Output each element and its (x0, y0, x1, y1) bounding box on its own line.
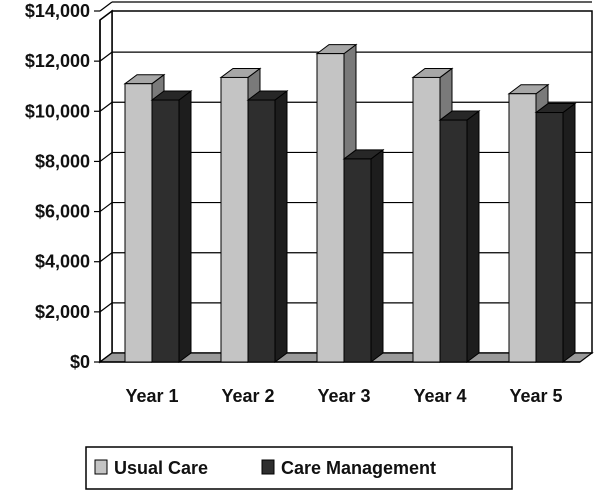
x-axis-ticks: Year 1 Year 2 Year 3 Year 4 Year 5 (125, 386, 562, 406)
legend-label-usual-care: Usual Care (114, 458, 208, 478)
bars (123, 43, 577, 363)
x-tick-label-year-3: Year 3 (317, 386, 370, 406)
y-tick-label-10000: $10,000 (25, 101, 90, 121)
bar-usual-care-year-2 (220, 76, 249, 363)
bar-care-management-year-1 (151, 99, 180, 363)
bar-care-management-year-1-side (178, 90, 192, 363)
gridline-side-14000 (99, 1, 113, 12)
y-tick-label-14000: $14,000 (25, 1, 90, 21)
x-tick-label-year-1: Year 1 (125, 386, 178, 406)
bar-usual-care-year-5 (508, 93, 537, 363)
gridline-side-10000 (99, 101, 113, 112)
legend-box (85, 446, 513, 490)
y-axis-ticks: $0 $2,000 $4,000 $6,000 $8,000 $10,000 $12,000… (25, 1, 100, 372)
legend-label-care-management: Care Management (281, 458, 436, 478)
bar-care-management-year-4 (439, 119, 468, 363)
bar-care-management-year-3 (343, 158, 372, 363)
plot-side-wall (99, 9, 113, 364)
x-tick-label-year-4: Year 4 (413, 386, 466, 406)
bar-usual-care-year-4 (412, 76, 441, 363)
x-tick-label-year-2: Year 2 (221, 386, 274, 406)
y-tick-label-4000: $4,000 (35, 252, 90, 272)
y-tick-label-12000: $12,000 (25, 51, 90, 71)
y-tick-label-6000: $6,000 (35, 202, 90, 222)
bar-usual-care-year-1 (124, 83, 153, 363)
gridline-side-8000 (99, 151, 113, 162)
legend-swatch-care-management (261, 459, 275, 475)
bar-care-management-year-4-side (466, 110, 480, 363)
bar-care-management-year-2-side (274, 90, 288, 363)
y-tick-label-2000: $2,000 (35, 302, 90, 322)
bar-care-management-year-5 (535, 112, 564, 363)
x-tick-label-year-5: Year 5 (509, 386, 562, 406)
bar-care-management-year-2 (247, 99, 276, 363)
y-tick-label-8000: $8,000 (35, 151, 90, 171)
y-tick-label-0: $0 (70, 352, 90, 372)
gridline-side-4000 (99, 252, 113, 263)
gridline-side-2000 (99, 302, 113, 313)
legend: Usual Care Care Management (85, 446, 513, 490)
bar-usual-care-year-3 (316, 53, 345, 363)
gridline-side-12000 (99, 51, 113, 62)
bar-care-management-year-5-side (562, 102, 576, 363)
legend-swatch-usual-care (94, 459, 108, 475)
gridline-side-6000 (99, 202, 113, 213)
bar-care-management-year-3-side (370, 148, 384, 363)
